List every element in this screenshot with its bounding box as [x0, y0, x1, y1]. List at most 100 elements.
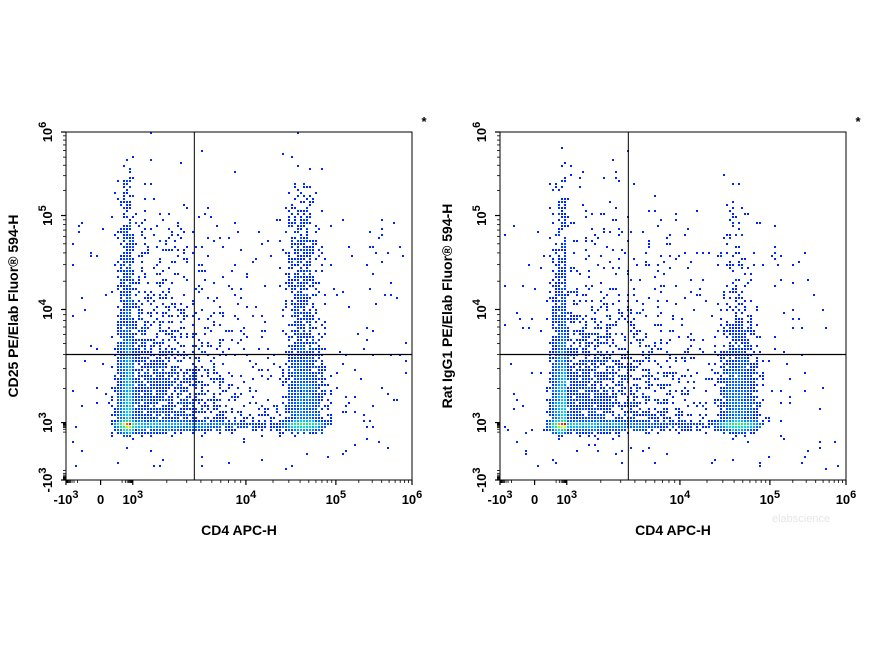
event-dot [567, 432, 569, 434]
event-dot [732, 336, 734, 338]
event-dot [297, 420, 299, 422]
event-dot [564, 390, 566, 392]
event-dot [636, 378, 638, 380]
event-dot [285, 300, 287, 302]
event-dot [555, 336, 557, 338]
event-dot [195, 372, 197, 374]
event-dot [606, 375, 608, 377]
event-dot [201, 150, 203, 152]
event-dot [312, 393, 314, 395]
event-dot [162, 426, 164, 428]
event-dot [372, 426, 374, 428]
event-dot [162, 321, 164, 323]
event-dot [294, 324, 296, 326]
event-dot [300, 285, 302, 287]
event-dot [567, 372, 569, 374]
event-dot [687, 369, 689, 371]
event-dot [159, 321, 161, 323]
event-dot [120, 321, 122, 323]
event-dot [699, 288, 701, 290]
event-dot [297, 423, 299, 425]
event-dot [675, 423, 677, 425]
event-dot [345, 405, 347, 407]
event-dot [201, 381, 203, 383]
event-dot [564, 405, 566, 407]
event-dot [606, 366, 608, 368]
event-dot [642, 339, 644, 341]
event-dot [636, 264, 638, 266]
event-dot [186, 207, 188, 209]
event-dot [123, 411, 125, 413]
event-dot [762, 372, 764, 374]
event-dot [687, 390, 689, 392]
event-dot [681, 393, 683, 395]
event-dot [666, 372, 668, 374]
event-dot [555, 360, 557, 362]
event-dot [132, 381, 134, 383]
event-dot [564, 162, 566, 164]
event-dot [573, 381, 575, 383]
event-dot [321, 210, 323, 212]
event-dot [171, 393, 173, 395]
event-dot [579, 402, 581, 404]
event-dot [564, 330, 566, 332]
event-dot [594, 333, 596, 335]
event-dot [111, 366, 113, 368]
event-dot [756, 420, 758, 422]
event-dot [303, 429, 305, 431]
event-dot [282, 420, 284, 422]
event-dot [132, 405, 134, 407]
event-dot [288, 423, 290, 425]
event-dot [654, 345, 656, 347]
event-dot [321, 408, 323, 410]
event-dot [738, 399, 740, 401]
event-dot [306, 264, 308, 266]
event-dot [174, 336, 176, 338]
event-dot [711, 423, 713, 425]
event-dot [591, 390, 593, 392]
event-dot [564, 357, 566, 359]
event-dot [144, 345, 146, 347]
event-dot [135, 432, 137, 434]
event-dot [138, 405, 140, 407]
event-dot [660, 348, 662, 350]
event-dot [618, 417, 620, 419]
event-dot [174, 417, 176, 419]
event-dot [531, 318, 533, 320]
event-dot [129, 246, 131, 248]
event-dot [714, 351, 716, 353]
event-dot [291, 360, 293, 362]
event-dot [735, 396, 737, 398]
event-dot [585, 420, 587, 422]
event-dot [558, 231, 560, 233]
event-dot [729, 357, 731, 359]
event-dot [561, 180, 563, 182]
event-dot [591, 408, 593, 410]
event-dot [675, 390, 677, 392]
event-dot [294, 243, 296, 245]
event-dot [573, 390, 575, 392]
x-tick-label: 104 [236, 489, 257, 507]
event-dot [576, 432, 578, 434]
event-dot [300, 192, 302, 194]
event-dot [555, 429, 557, 431]
event-dot [558, 321, 560, 323]
event-dot [594, 402, 596, 404]
event-dot [615, 324, 617, 326]
event-dot [123, 180, 125, 182]
event-dot [585, 387, 587, 389]
event-dot [564, 309, 566, 311]
event-dot [558, 405, 560, 407]
event-dot [306, 423, 308, 425]
event-dot [204, 402, 206, 404]
event-dot [741, 327, 743, 329]
event-dot [600, 387, 602, 389]
event-dot [603, 267, 605, 269]
event-dot [717, 414, 719, 416]
event-dot [597, 450, 599, 452]
event-dot [726, 393, 728, 395]
event-dot [162, 330, 164, 332]
event-dot [720, 429, 722, 431]
event-dot [726, 321, 728, 323]
event-dot [729, 417, 731, 419]
